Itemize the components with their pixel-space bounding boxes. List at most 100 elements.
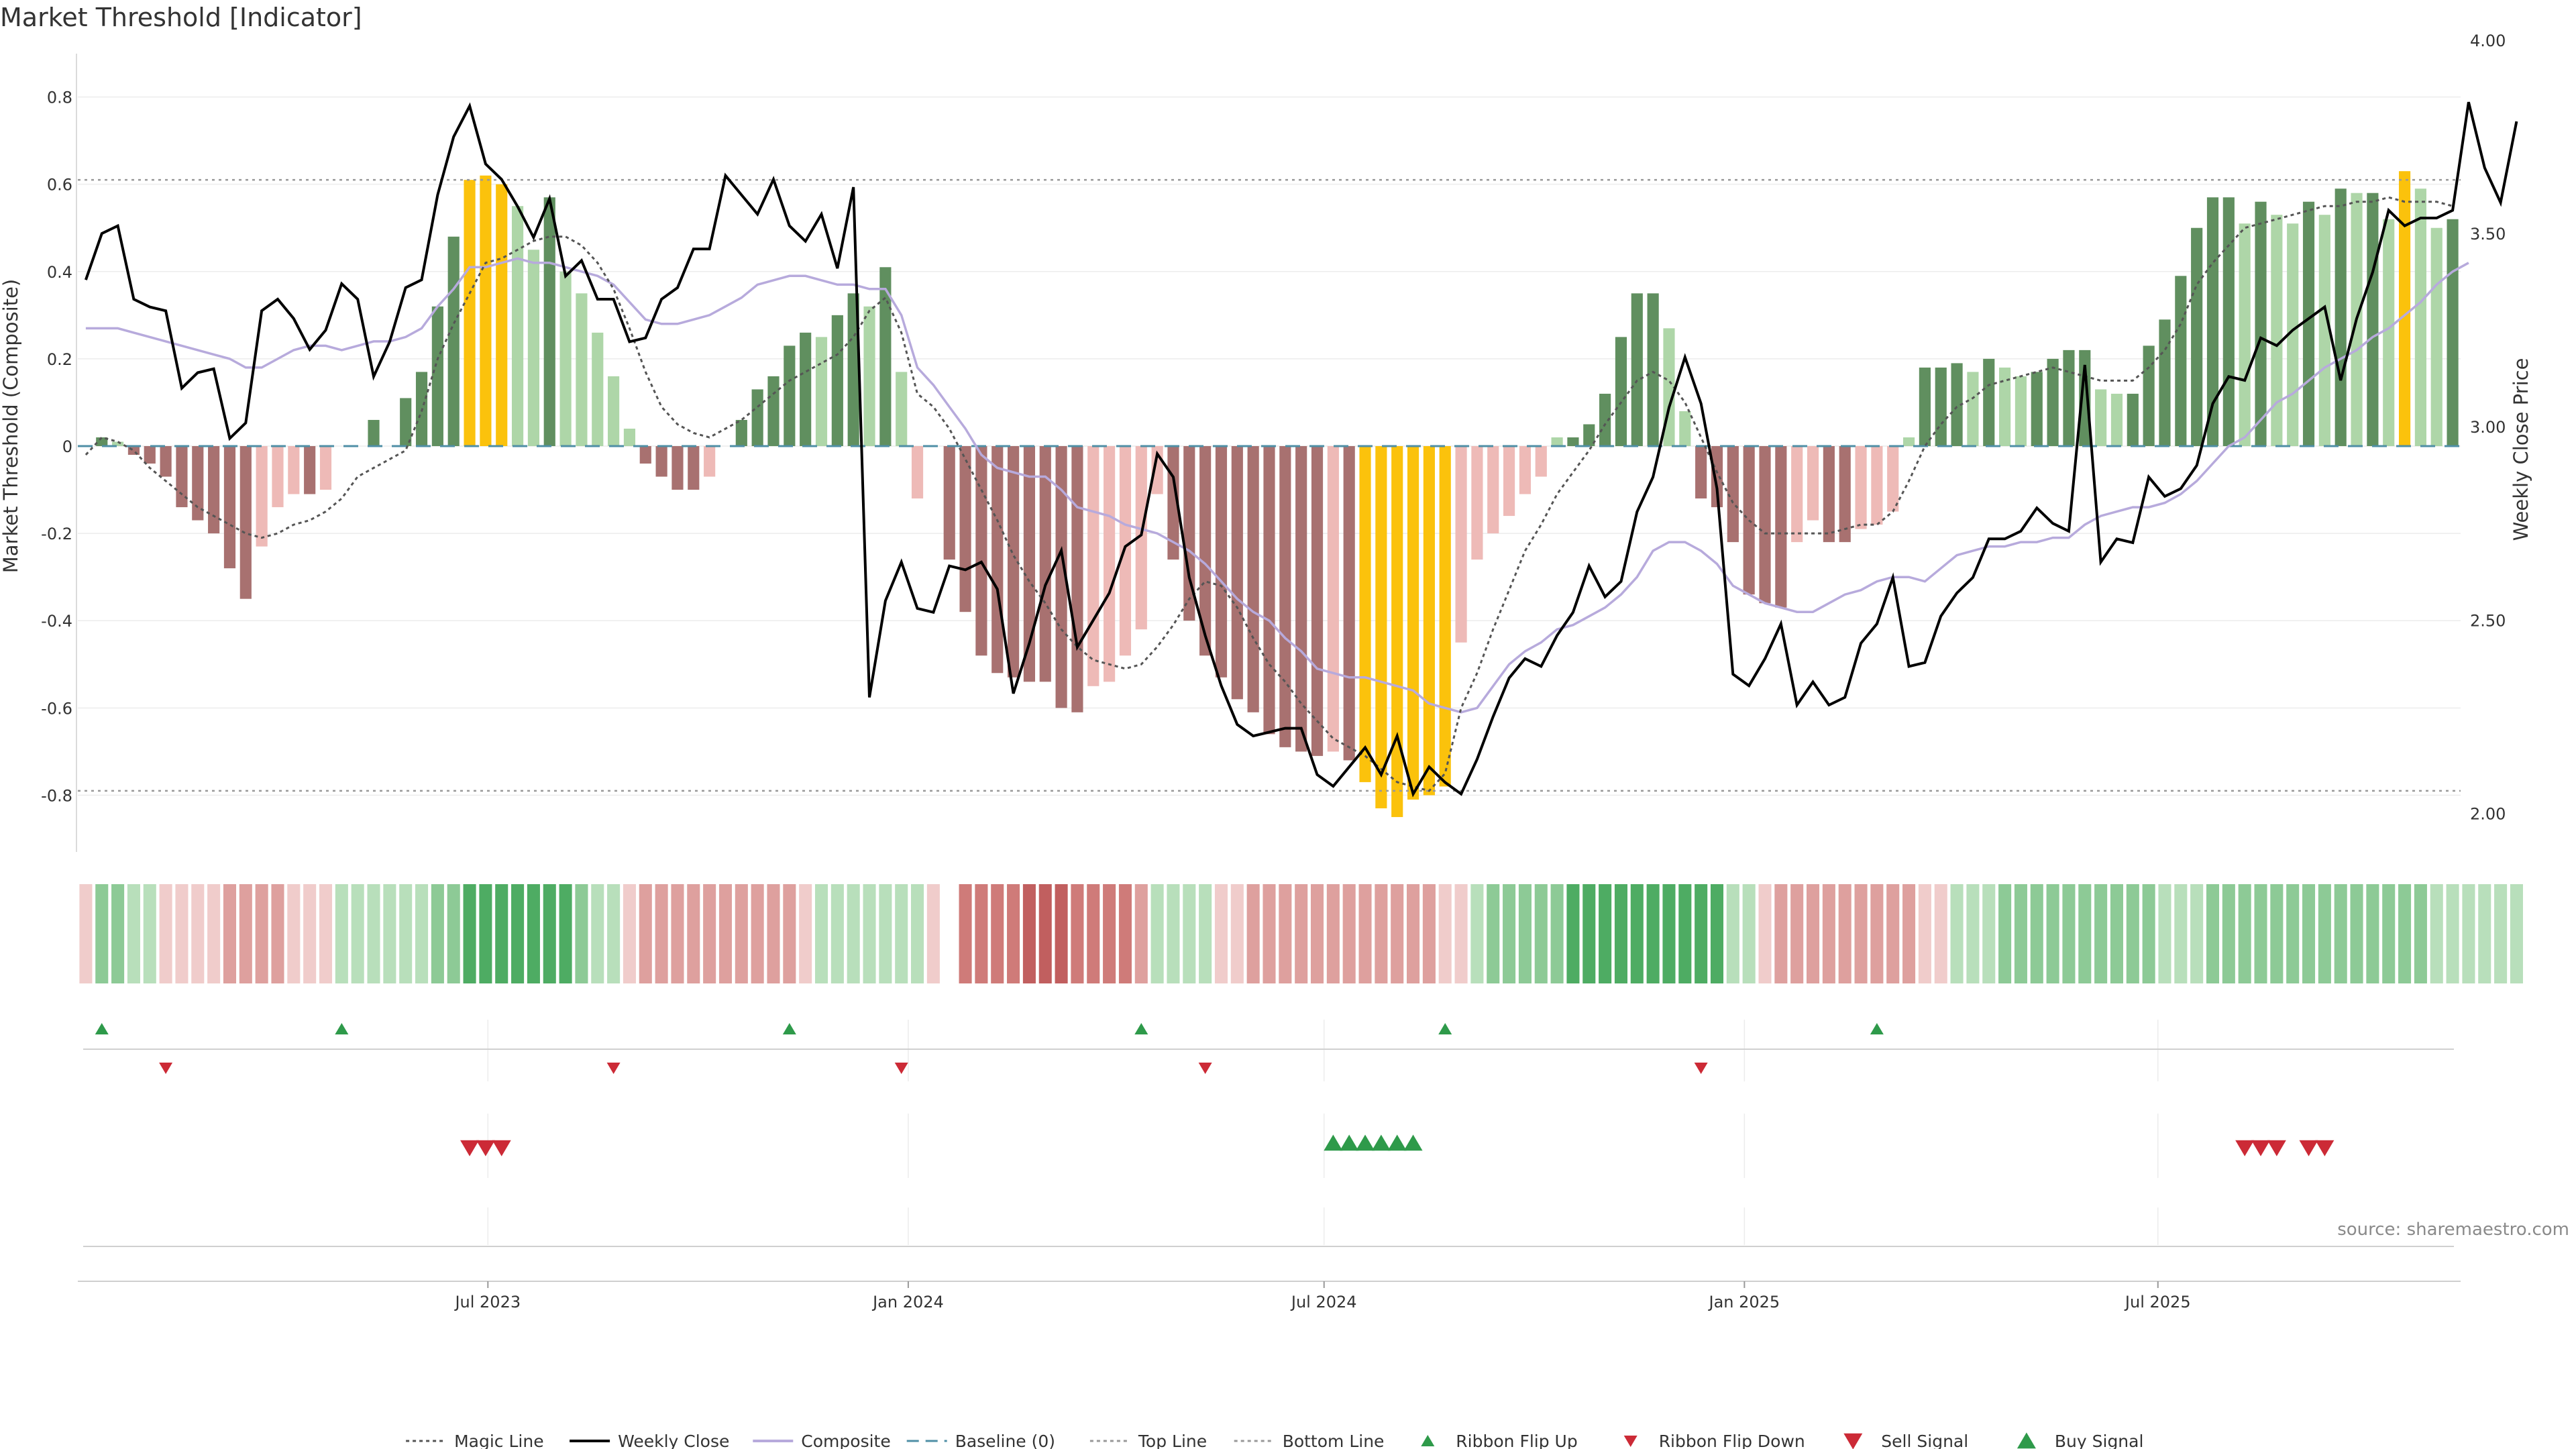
legend-swatch	[1421, 1435, 1435, 1446]
composite-bar	[2143, 345, 2155, 446]
ribbon-flip-up-marker	[1438, 1023, 1452, 1034]
ribbon-segment	[863, 884, 876, 983]
ribbon-segment	[1487, 884, 1500, 983]
composite-bar	[911, 446, 924, 499]
composite-bar	[2318, 215, 2330, 446]
composite-bar	[1119, 446, 1132, 656]
x-tick-label: Jan 2025	[1708, 1293, 1780, 1311]
composite-bar	[2430, 227, 2443, 446]
ribbon-segment	[2286, 884, 2300, 983]
legend-label: Baseline (0)	[955, 1432, 1055, 1449]
y-tick-label: 0.6	[47, 176, 72, 195]
composite-bar	[655, 446, 667, 477]
ribbon-segment	[1422, 884, 1436, 983]
composite-bar	[1104, 446, 1116, 682]
y2-tick-label: 4.00	[2470, 32, 2506, 50]
y2-tick-label: 3.50	[2470, 225, 2506, 244]
ribbon-flip-down-marker	[159, 1063, 173, 1074]
ribbon-segment	[2446, 884, 2459, 983]
threshold-lines	[78, 178, 2461, 792]
legend-label: Buy Signal	[2055, 1432, 2144, 1449]
composite-bar	[1951, 363, 1963, 446]
composite-bar	[863, 306, 875, 446]
ribbon-segment	[2462, 884, 2475, 983]
composite-bar	[1727, 446, 1739, 543]
composite-bar	[1343, 446, 1355, 761]
composite-bar	[511, 206, 524, 446]
composite-bar	[1919, 367, 1931, 446]
ribbon-flip-down-marker	[1198, 1063, 1212, 1074]
composite-bar	[1071, 446, 1083, 712]
composite-bar	[400, 398, 412, 446]
composite-bar	[304, 446, 316, 494]
ribbon-segment	[479, 884, 492, 983]
ribbon-segment	[223, 884, 237, 983]
composite-bar	[1855, 446, 1867, 529]
ribbon-segment	[1342, 884, 1356, 983]
ribbon-segment	[1710, 884, 1724, 983]
buy-signal-marker	[1403, 1134, 1423, 1151]
composite-bar	[1487, 446, 1499, 534]
ribbon-segment	[1214, 884, 1228, 983]
ribbon-segment	[591, 884, 604, 983]
ribbon-segment	[1150, 884, 1164, 983]
composite-bar	[1231, 446, 1243, 700]
composite-bar	[1247, 446, 1259, 712]
composite-bar	[2367, 193, 2379, 446]
ribbon-segment	[2318, 884, 2331, 983]
composite-bar	[1583, 424, 1595, 446]
ribbon-segment	[2478, 884, 2491, 983]
legend-swatch	[1843, 1433, 1863, 1449]
composite-bar	[2255, 201, 2267, 446]
legend-label: Magic Line	[454, 1432, 544, 1449]
ribbon-segment	[879, 884, 892, 983]
composite-bar	[2063, 350, 2075, 446]
composite-bar	[1279, 446, 1291, 747]
composite-bar	[576, 293, 588, 446]
composite-bar	[2271, 215, 2283, 446]
ribbon-segment	[1902, 884, 1916, 983]
y-tick-label: -0.2	[41, 525, 72, 543]
composite-bar	[2110, 393, 2123, 446]
composite-bar	[2031, 372, 2043, 446]
composite-bar	[2222, 197, 2235, 446]
ribbon-segment	[959, 884, 972, 983]
composite-bar	[639, 446, 651, 464]
ribbon-segment	[926, 884, 940, 983]
composite-bar	[2159, 319, 2171, 446]
ribbon-segment	[527, 884, 540, 983]
ribbon-segment	[2510, 884, 2523, 983]
ribbon-segment	[2494, 884, 2508, 983]
composite-bar	[1535, 446, 1547, 477]
y-tick-label: 0.4	[47, 263, 72, 282]
y2-tick-label: 2.50	[2470, 611, 2506, 630]
ribbon-segment	[1599, 884, 1612, 983]
composite-bar	[1967, 372, 1979, 446]
composite-bar	[896, 372, 908, 446]
ribbon-segment	[2190, 884, 2204, 983]
composite-bar	[1407, 446, 1419, 800]
ribbon-segment	[1295, 884, 1308, 983]
composite-bar	[2383, 219, 2395, 446]
composite-bar	[1519, 446, 1532, 494]
composite-bar	[831, 315, 843, 446]
composite-bar	[112, 441, 124, 446]
ribbon-segment	[95, 884, 109, 983]
ribbon-segment	[1103, 884, 1116, 983]
ribbon-flip-up-marker	[782, 1023, 796, 1034]
composite-bar	[1199, 446, 1212, 656]
ribbon-segment	[559, 884, 572, 983]
ribbon-segment	[1007, 884, 1020, 983]
ribbon-flip-up-marker	[1870, 1023, 1884, 1034]
composite-bar	[2239, 223, 2251, 446]
ribbon-segment	[175, 884, 189, 983]
ribbon-segment	[1407, 884, 1420, 983]
composite-bar	[608, 376, 620, 446]
ribbon-segment	[814, 884, 828, 983]
composite-bar	[527, 250, 539, 446]
legend-label: Weekly Close	[618, 1432, 729, 1449]
y2-tick-label: 2.00	[2470, 804, 2506, 823]
legend[interactable]: Magic Line Weekly Close Composite Baseline …	[406, 1432, 2143, 1449]
composite-bar	[751, 389, 763, 446]
composite-bar	[1871, 446, 1883, 525]
